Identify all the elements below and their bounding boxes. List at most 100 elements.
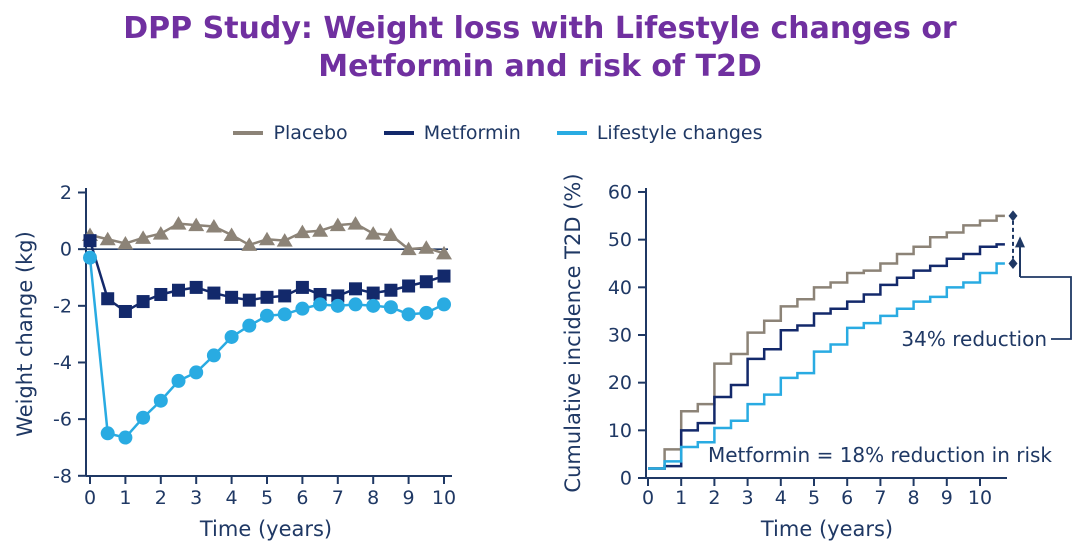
y-tick-label: -4 [53,352,72,374]
marker-square [189,280,203,294]
legend-label-metformin: Metformin [423,122,521,144]
marker-circle [189,365,204,380]
marker-circle [118,430,133,445]
reduction-bracket [1020,276,1072,340]
slide-title: DPP Study: Weight loss with Lifestyle ch… [123,11,957,84]
marker-circle [260,308,274,323]
marker-circle [437,297,451,312]
marker-circle [136,410,151,425]
marker-circle [100,426,115,441]
marker-square [172,283,185,297]
y-tick-label: 10 [608,420,632,442]
series-markers-lifestyle-changes [83,250,451,445]
marker-circle [295,301,310,316]
metformin-arrow-head [1015,236,1025,248]
x-tick-label: 5 [808,487,820,509]
marker-triangle [276,233,293,247]
x-tick-label: 10 [432,487,456,509]
marker-square [83,234,97,248]
marker-square [154,287,168,301]
x-tick-label: 0 [642,487,654,509]
y-tick-label: 0 [60,239,72,261]
marker-square [136,295,150,309]
metformin-18-note: Metformin = 18% reduction in risk [708,443,1052,467]
marker-circle [277,307,292,322]
marker-square [207,286,221,300]
x-tick-label: 6 [841,487,853,509]
marker-triangle [170,216,187,230]
marker-circle [242,318,257,333]
marker-circle [83,250,97,265]
step-line-metformin [648,243,1005,470]
marker-triangle [188,217,205,232]
x-tick-label: 1 [119,487,131,509]
legend-item-placebo: Placebo [233,122,348,144]
marker-circle [348,297,363,312]
series-markers-metformin [83,234,451,318]
marker-square [101,292,115,306]
series-placebo [82,216,452,260]
chart-legend: Placebo Metformin Lifestyle changes [0,122,1038,144]
marker-square [331,289,345,303]
x-tick-label: 1 [675,487,687,509]
marker-triangle [99,231,116,246]
y-tick-label: 0 [620,468,632,490]
legend-label-placebo: Placebo [273,122,348,144]
x-axis-title: Time (years) [760,517,893,541]
placebo-line-swatch [233,131,264,135]
y-tick-label: 2 [60,182,72,204]
legend-item-lifestyle: Lifestyle changes [556,122,763,144]
lifestyle-line-swatch [556,131,587,135]
marker-square [118,304,132,318]
annotations: 34% reduction Metformin = 18% reduction i… [708,210,1072,467]
marker-circle [313,297,328,312]
marker-triangle [329,217,346,232]
x-axis-title: Time (years) [199,517,332,541]
y-tick-label: 40 [608,277,632,299]
reduction-34-label: 34% reduction [901,327,1047,351]
x-tick-label: 4 [226,487,238,509]
y-axis-title: Weight change (kg) [13,231,37,437]
y-tick-label: -8 [53,465,72,487]
axes [78,188,452,484]
legend-label-lifestyle: Lifestyle changes [596,122,763,144]
x-tick-label: 6 [296,487,308,509]
marker-triangle [205,218,222,233]
marker-triangle [436,245,452,260]
x-tick-label: 9 [403,487,415,509]
y-tick-label: -6 [53,409,72,431]
x-tick-label: 7 [332,487,344,509]
marker-square [437,269,451,283]
marker-square [384,283,398,297]
marker-triangle [294,224,311,239]
marker-triangle [117,235,134,250]
marker-square [295,280,309,294]
series-metformin [83,234,451,318]
marker-square [242,293,256,307]
x-tick-label: 2 [155,487,167,509]
diamond-marker [1008,257,1018,269]
y-tick-label: 20 [608,372,632,394]
x-tick-label: 5 [261,487,273,509]
marker-circle [419,305,434,320]
marker-square [313,287,327,301]
tick-labels: 0 1 2 3 4 5 6 7 8 9 10 2 0 -2 -4 -6 -8 [53,182,456,509]
marker-circle [383,300,398,315]
marker-circle [206,348,221,363]
marker-triangle [241,237,258,251]
series-markers-placebo [82,216,452,260]
marker-triangle [312,223,329,237]
axes [638,188,1007,486]
x-tick-label: 3 [190,487,202,509]
marker-square [419,275,433,289]
step-line-lifestyle-changes [648,262,1005,470]
marker-triangle [382,227,399,241]
marker-triangle [259,231,275,246]
y-tick-label: -2 [53,295,72,317]
marker-circle [171,373,186,388]
marker-circle [153,393,168,408]
marker-triangle [152,226,169,240]
